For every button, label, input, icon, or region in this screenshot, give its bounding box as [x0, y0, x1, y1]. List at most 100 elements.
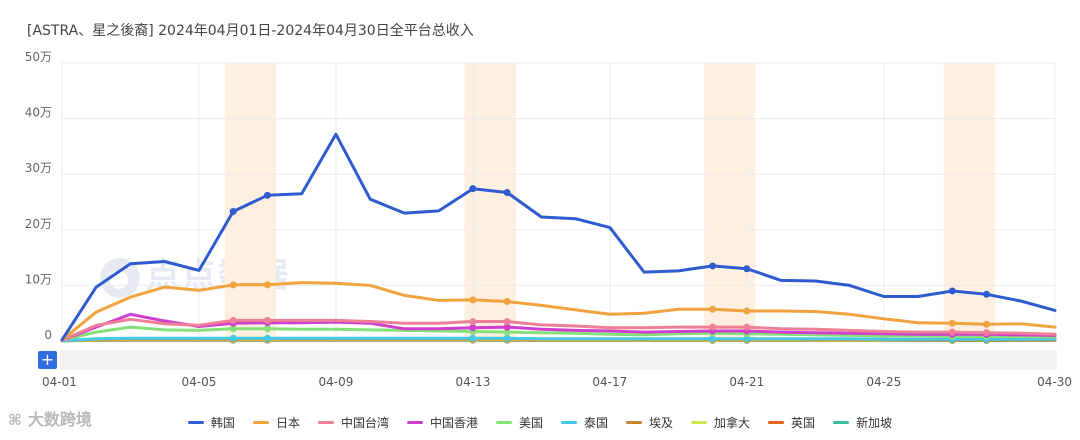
- data-point[interactable]: [709, 335, 717, 343]
- data-point[interactable]: [469, 324, 477, 332]
- y-axis: 0 10万 20万 30万 40万 50万: [25, 50, 52, 342]
- legend-label: 加拿大: [714, 416, 751, 430]
- data-point[interactable]: [469, 334, 477, 342]
- series-line[interactable]: [60, 312, 1057, 342]
- legend-swatch: [833, 421, 850, 424]
- series-line[interactable]: [60, 281, 1057, 342]
- legend-swatch: [252, 421, 269, 424]
- data-point[interactable]: [503, 298, 511, 306]
- data-point[interactable]: [743, 323, 751, 331]
- data-point[interactable]: [948, 287, 956, 295]
- data-point[interactable]: [263, 191, 271, 199]
- legend-swatch: [691, 421, 708, 424]
- y-tick-label: 10万: [25, 272, 52, 286]
- y-tick-label: 50万: [25, 50, 52, 64]
- data-point[interactable]: [743, 335, 751, 343]
- data-point[interactable]: [263, 316, 271, 324]
- data-point[interactable]: [743, 307, 751, 315]
- legend-item[interactable]: 中国香港: [406, 414, 478, 431]
- data-point[interactable]: [709, 305, 717, 313]
- legend-label: 埃及: [649, 416, 674, 430]
- legend-item[interactable]: 日本: [252, 414, 300, 431]
- legend-item[interactable]: 加拿大: [691, 414, 750, 431]
- series-line[interactable]: [60, 336, 1057, 343]
- x-tick-label: 04-17: [592, 375, 627, 389]
- legend-label: 日本: [275, 416, 300, 430]
- line-chart: 0 10万 20万 30万 40万 50万 04-01 04-05 04-09 04-13 04-…: [25, 50, 1072, 389]
- series-line[interactable]: [60, 132, 1057, 342]
- data-point[interactable]: [469, 185, 477, 193]
- data-point[interactable]: [503, 323, 511, 331]
- legend-item[interactable]: 英国: [768, 414, 815, 431]
- x-tick-label: 04-01: [42, 375, 77, 389]
- data-point[interactable]: [948, 328, 956, 336]
- legend-swatch: [317, 421, 334, 424]
- data-point[interactable]: [229, 316, 237, 324]
- chart-legend: 韩国 日本 中国台湾 中国香港 美国 泰国 埃及 加拿大 英国 新加坡: [0, 414, 1080, 431]
- data-point[interactable]: [263, 334, 271, 342]
- series-lines: [60, 132, 1057, 344]
- x-axis: 04-01 04-05 04-09 04-13 04-17 04-21 04-25 04-30: [42, 340, 1072, 389]
- legend-item[interactable]: 中国台湾: [317, 414, 389, 431]
- y-tick-label: 30万: [25, 161, 52, 175]
- series-line[interactable]: [60, 317, 1057, 342]
- series-日本: [60, 281, 1057, 342]
- legend-label: 英国: [791, 416, 816, 430]
- legend-item[interactable]: 泰国: [561, 414, 608, 431]
- legend-swatch: [561, 421, 577, 424]
- data-point[interactable]: [503, 318, 511, 326]
- brand-text: 大数跨境: [27, 410, 92, 429]
- data-point[interactable]: [503, 189, 511, 197]
- data-point[interactable]: [948, 319, 956, 327]
- data-point[interactable]: [709, 323, 717, 331]
- legend-label: 新加坡: [856, 416, 893, 430]
- series-韩国: [60, 132, 1057, 342]
- legend-label: 美国: [518, 416, 543, 430]
- data-point[interactable]: [983, 320, 991, 328]
- x-tick-label: 04-21: [729, 375, 764, 389]
- legend-item[interactable]: 韩国: [187, 414, 235, 431]
- data-point[interactable]: [983, 329, 991, 337]
- x-tick-label: 04-30: [1037, 375, 1072, 389]
- data-point[interactable]: [503, 328, 511, 336]
- brand-logo-icon: ⌘: [8, 411, 22, 429]
- brand: ⌘ 大数跨境: [8, 406, 92, 430]
- x-tick-label: 04-13: [455, 375, 490, 389]
- data-point[interactable]: [503, 334, 511, 342]
- zoom-slider-track[interactable]: [60, 350, 1057, 370]
- chart-title: [ASTRA、星之後裔] 2024年04月01日-2024年04月30日全平台总…: [27, 23, 474, 39]
- data-point[interactable]: [263, 325, 271, 333]
- legend-swatch: [626, 421, 643, 424]
- y-tick-label: 20万: [25, 217, 52, 231]
- data-point[interactable]: [983, 290, 991, 298]
- y-tick-label: 0: [44, 328, 52, 342]
- x-tick-label: 04-09: [318, 375, 353, 389]
- weekend-band: [943, 63, 996, 341]
- x-tick-label: 04-05: [182, 375, 217, 389]
- data-point[interactable]: [263, 281, 271, 289]
- data-point[interactable]: [469, 296, 477, 304]
- data-point[interactable]: [229, 207, 237, 215]
- y-tick-label: 40万: [25, 106, 52, 120]
- legend-label: 中国香港: [429, 416, 478, 430]
- data-point[interactable]: [229, 281, 237, 289]
- data-point[interactable]: [469, 318, 477, 326]
- series-line[interactable]: [60, 325, 1057, 342]
- legend-item[interactable]: 美国: [495, 414, 543, 431]
- legend-label: 韩国: [210, 416, 235, 430]
- legend-swatch: [495, 421, 512, 424]
- add-button[interactable]: +: [38, 351, 57, 369]
- weekend-band: [704, 63, 756, 341]
- data-point[interactable]: [743, 265, 751, 273]
- series-中国台湾: [60, 316, 1057, 342]
- legend-item[interactable]: 新加坡: [833, 414, 892, 431]
- legend-swatch: [187, 421, 204, 424]
- data-point[interactable]: [709, 262, 717, 270]
- legend-swatch: [406, 421, 423, 424]
- legend-item[interactable]: 埃及: [626, 414, 673, 431]
- legend-label: 泰国: [584, 416, 609, 430]
- legend-label: 中国台湾: [340, 416, 389, 430]
- data-point[interactable]: [229, 334, 237, 342]
- data-point[interactable]: [229, 325, 237, 333]
- grid-lines: [61, 62, 1056, 342]
